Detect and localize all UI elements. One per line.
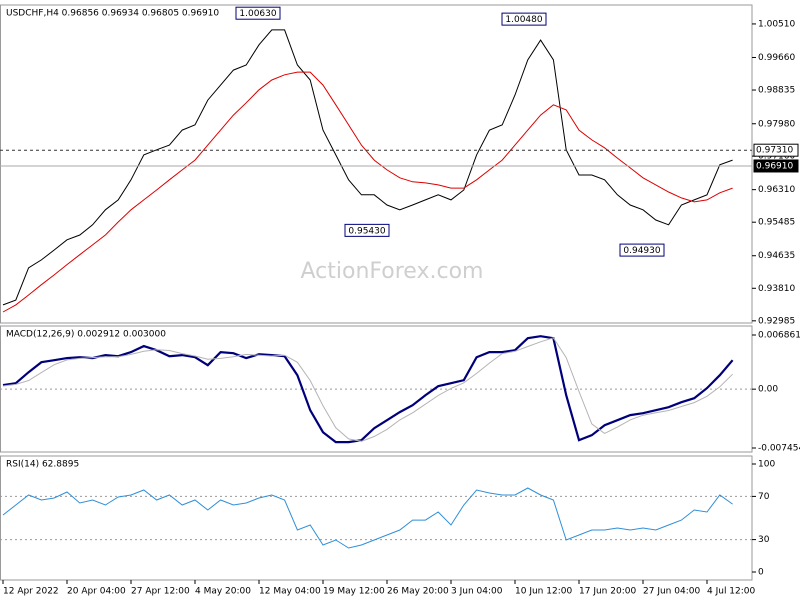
series-line (2, 337, 733, 442)
y-tick-label: 0.006861 (758, 330, 800, 340)
annotation-box (619, 243, 665, 257)
x-tick-label: 20 Apr 04:00 (67, 587, 126, 597)
y-tick-label: 0.95485 (758, 218, 795, 228)
annotation-label: 0.95430 (348, 226, 385, 236)
x-tick-label: 12 May 04:00 (259, 587, 321, 597)
y-tick-label: 100 (758, 459, 775, 469)
annotation-label: 1.00630 (239, 9, 276, 19)
x-tick-label: 12 Apr 2022 (3, 587, 59, 597)
y-tick-label: 0.00 (758, 385, 778, 395)
y-tick-label: 0.92985 (758, 316, 795, 326)
y-tick-label: 0.94635 (758, 251, 795, 261)
y-tick-label: 0.99660 (758, 53, 795, 63)
x-tick-label: 4 May 20:00 (195, 587, 251, 597)
y-tick-label: -0.007454 (758, 444, 800, 454)
x-tick-label: 10 Jun 12:00 (515, 587, 572, 597)
watermark: ActionForex.com (301, 259, 484, 284)
y-tick-label: 0.97980 (758, 119, 795, 129)
x-tick-label: 4 Jul 12:00 (707, 587, 756, 597)
price-label-box (753, 159, 799, 173)
x-tick-label: 27 Jun 04:00 (643, 587, 700, 597)
x-tick-label: 3 Jun 04:00 (451, 587, 503, 597)
y-tick-label: 0.96310 (758, 185, 795, 195)
series-line (2, 487, 733, 549)
y-tick-label: 0 (758, 568, 764, 578)
price-label-box (753, 143, 799, 157)
x-tick-label: 19 May 12:00 (323, 587, 385, 597)
series-line (2, 29, 733, 306)
y-tick-label: 0.98835 (758, 86, 795, 96)
panel-title: MACD(12,26,9) 0.002912 0.003000 (6, 330, 166, 340)
panel (0, 4, 753, 324)
x-tick-label: 17 Jun 20:00 (579, 587, 636, 597)
x-tick-label: 26 May 20:00 (387, 587, 449, 597)
y-tick-label: 70 (758, 492, 770, 502)
y-tick-label: 1.00510 (758, 19, 795, 29)
annotation-box (344, 223, 390, 237)
annotation-box (501, 12, 547, 26)
annotation-label: 0.94930 (623, 246, 660, 256)
y-tick-label: 0.93810 (758, 284, 795, 294)
panel-title: RSI(14) 62.8895 (6, 460, 79, 470)
annotation-label: 1.00480 (505, 15, 542, 25)
panel-title: USDCHF,H4 0.96856 0.96934 0.96805 0.9691… (6, 9, 219, 19)
series-line (2, 71, 733, 313)
annotation-box (235, 6, 281, 20)
series-line (2, 335, 734, 444)
panel (0, 455, 753, 581)
price-label: 0.97310 (756, 146, 793, 156)
price-label: 0.96910 (756, 161, 793, 171)
x-tick-label: 27 Apr 12:00 (131, 587, 190, 597)
y-tick-label: 30 (758, 535, 770, 545)
